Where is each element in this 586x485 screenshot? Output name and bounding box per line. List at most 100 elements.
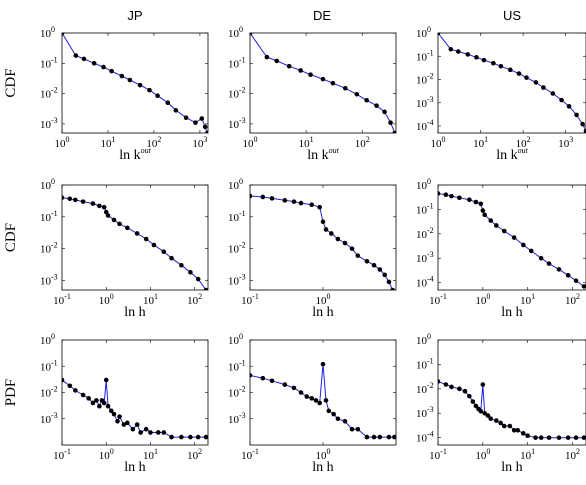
y-tick-label: 10-2 — [40, 241, 58, 256]
y-tick-label: 10-2 — [40, 86, 58, 101]
y-tick-label: 10-3 — [228, 272, 246, 287]
data-point — [73, 388, 78, 393]
data-point — [525, 433, 530, 439]
y-tick-label: 10-3 — [228, 116, 246, 131]
data-point — [507, 423, 513, 429]
data-point — [449, 193, 454, 199]
data-point — [377, 434, 383, 440]
y-axis-label: CDF — [3, 223, 19, 252]
data-point — [165, 100, 171, 106]
data-point — [481, 57, 487, 63]
data-point — [501, 423, 507, 429]
data-point — [143, 426, 149, 432]
data-point — [308, 72, 313, 78]
y-tick-label: 10-4 — [416, 118, 434, 133]
data-point — [173, 108, 179, 113]
data-point — [392, 130, 396, 133]
data-point — [309, 202, 314, 208]
data-point — [533, 80, 539, 85]
series-group — [438, 379, 586, 440]
data-point — [467, 393, 472, 399]
data-point — [313, 398, 319, 403]
data-point — [291, 385, 297, 391]
data-point — [473, 199, 479, 205]
data-point — [488, 218, 494, 223]
data-point — [438, 379, 441, 384]
x-tick-label: 102 — [565, 447, 580, 462]
y-tick-label: 10-1 — [228, 358, 246, 373]
data-point — [556, 267, 562, 272]
data-point — [134, 422, 140, 427]
data-point — [538, 435, 544, 440]
data-point — [521, 431, 526, 436]
data-point — [193, 120, 198, 125]
data-point — [342, 240, 348, 246]
data-point — [91, 60, 97, 66]
y-tick-label: 10-2 — [416, 381, 434, 396]
data-point — [565, 435, 571, 440]
data-point — [169, 255, 174, 261]
y-tick-label: 10-3 — [416, 405, 434, 420]
data-point — [101, 400, 107, 406]
y-tick-label: 10-4 — [416, 430, 434, 445]
data-point — [521, 242, 526, 248]
data-point — [80, 392, 86, 398]
y-tick-label: 100 — [416, 332, 431, 347]
y-tick-label: 100 — [228, 332, 243, 347]
data-point — [73, 53, 79, 58]
data-point — [559, 97, 564, 103]
data-point — [130, 426, 136, 432]
series-group — [438, 33, 586, 133]
data-point — [382, 109, 387, 115]
data-point — [438, 191, 441, 196]
data-point — [203, 434, 208, 440]
x-tick-label: 101 — [100, 135, 115, 150]
y-tick-label: 10-2 — [416, 226, 434, 241]
data-point — [94, 398, 99, 403]
data-point — [374, 103, 379, 108]
y-tick-label: 10-1 — [40, 358, 58, 373]
data-point — [81, 56, 87, 62]
data-point — [320, 361, 326, 367]
data-point — [482, 410, 487, 416]
y-axis-label: CDF — [3, 68, 19, 97]
data-point — [371, 434, 377, 440]
data-point — [349, 426, 355, 432]
data-point — [199, 116, 205, 121]
data-point — [202, 124, 208, 130]
data-point — [264, 54, 270, 60]
data-point — [320, 219, 326, 225]
data-point — [323, 398, 329, 403]
data-point — [148, 430, 153, 435]
y-tick-label: 10-1 — [416, 356, 434, 371]
data-point — [392, 434, 396, 440]
data-point — [97, 403, 102, 409]
data-point — [115, 418, 120, 424]
data-point — [354, 91, 360, 97]
y-tick-label: 10-1 — [416, 201, 434, 216]
data-point — [103, 377, 109, 383]
y-tick-label: 10-4 — [416, 275, 434, 290]
data-point — [491, 60, 496, 66]
data-point — [137, 82, 143, 88]
data-point — [188, 434, 193, 440]
data-point — [364, 258, 370, 264]
series-line — [250, 195, 394, 290]
data-point — [349, 246, 355, 251]
data-point — [382, 272, 387, 278]
series-group — [250, 193, 395, 290]
data-point — [329, 231, 334, 236]
data-point — [390, 287, 395, 290]
data-point — [335, 416, 341, 422]
data-point — [448, 46, 454, 52]
data-point — [377, 267, 383, 272]
x-tick-label: 10-1 — [241, 447, 259, 462]
data-point — [485, 413, 491, 418]
data-point — [511, 235, 517, 240]
series-line — [250, 364, 395, 438]
